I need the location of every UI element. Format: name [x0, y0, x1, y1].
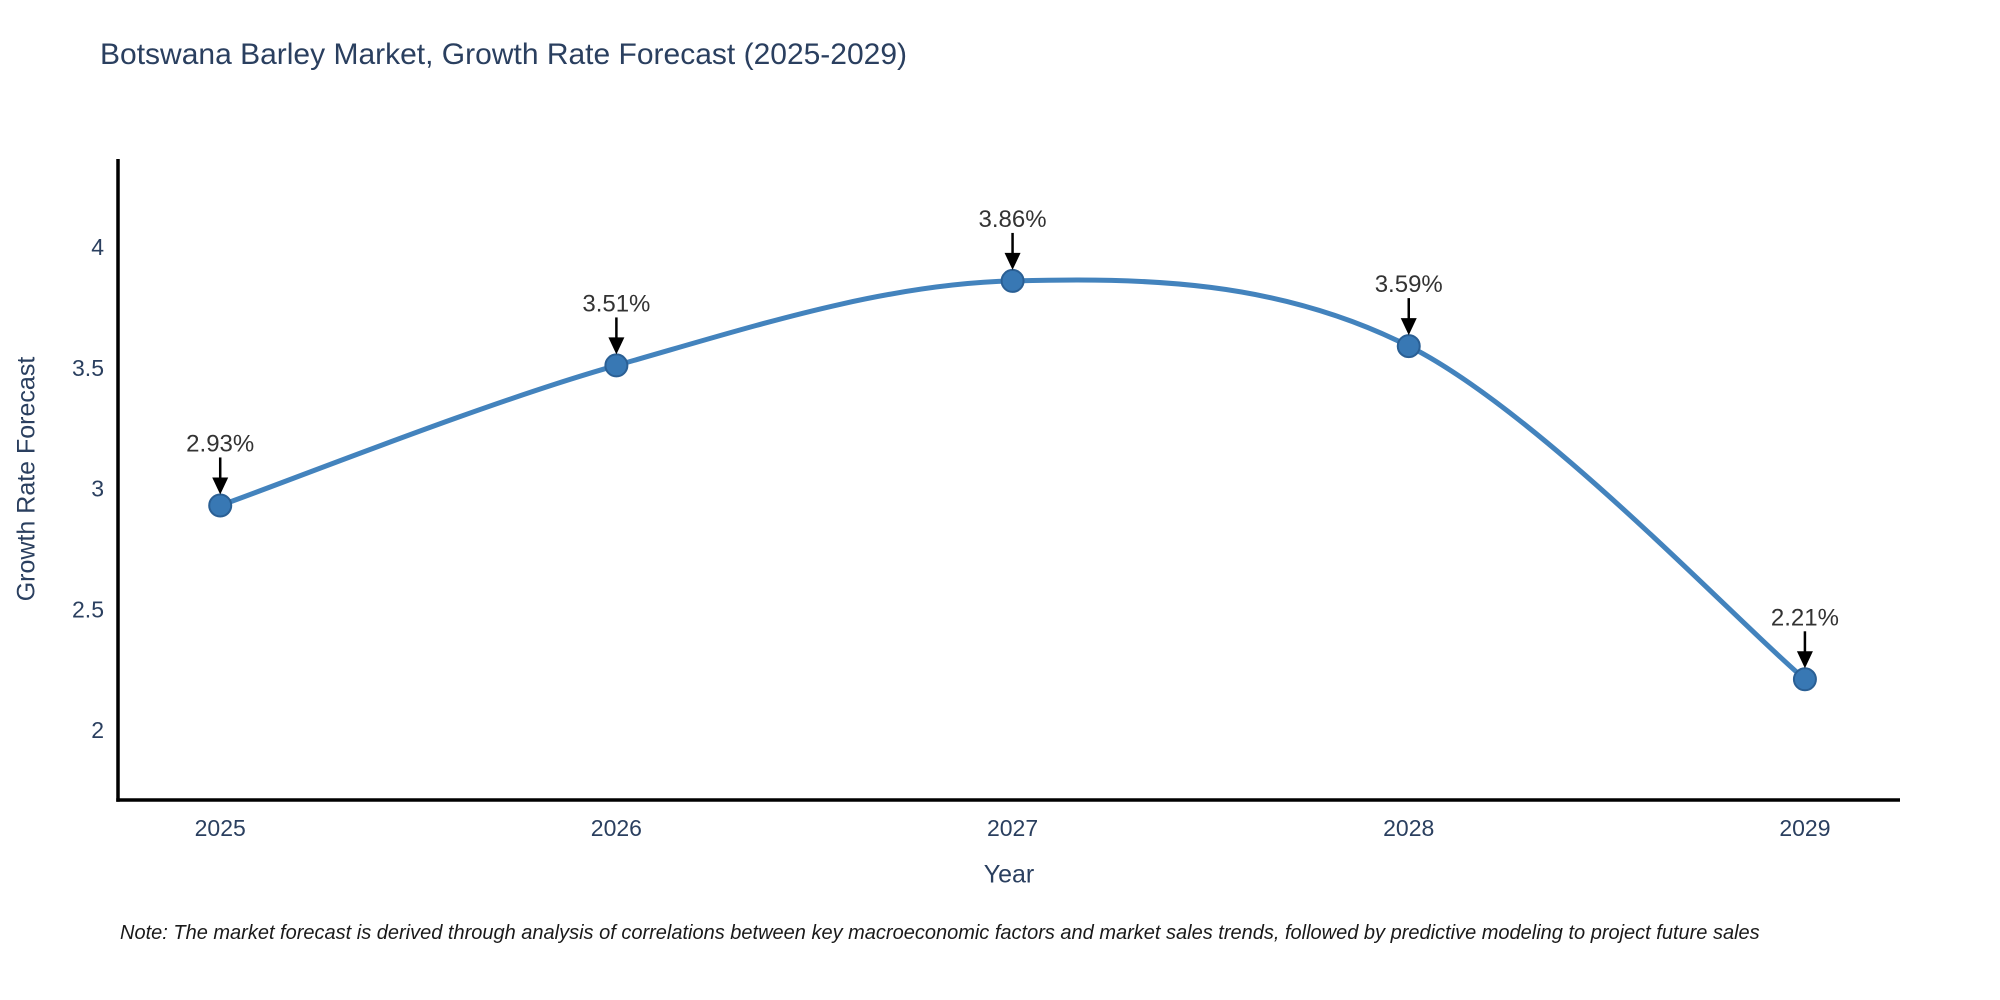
annotation-arrowhead-icon [1796, 651, 1813, 669]
x-tick-label: 2027 [987, 815, 1038, 841]
data-point-marker [208, 493, 233, 518]
data-point-marker [1792, 667, 1817, 692]
annotation-label: 2.93% [186, 430, 254, 457]
annotation-arrowhead-icon [1400, 318, 1417, 336]
x-tick-label: 2028 [1383, 815, 1434, 841]
x-tick-label: 2025 [195, 815, 246, 841]
annotation-arrowhead-icon [212, 477, 229, 495]
chart-title: Botswana Barley Market, Growth Rate Fore… [100, 38, 908, 71]
annotation-label: 3.51% [582, 290, 650, 317]
data-point-marker [1396, 334, 1421, 359]
x-tick-label: 2026 [591, 815, 642, 841]
data-point-marker [604, 353, 629, 378]
footnote: Note: The market forecast is derived thr… [120, 922, 1760, 944]
x-tick-label: 2029 [1779, 815, 1830, 841]
annotation-arrowhead-icon [1004, 252, 1021, 270]
y-tick-label: 3 [91, 476, 104, 502]
annotation-label: 2.21% [1771, 604, 1839, 631]
annotation-label: 3.86% [979, 206, 1047, 233]
x-axis-title: Year [983, 860, 1035, 889]
annotation-arrowhead-icon [608, 337, 625, 355]
trend-line [217, 277, 1808, 682]
y-tick-label: 3.5 [72, 355, 104, 381]
y-tick-label: 2.5 [72, 596, 104, 622]
y-tick-label: 4 [91, 234, 104, 260]
data-point-marker [1000, 268, 1025, 293]
y-tick-label: 2 [91, 717, 104, 743]
annotation-label: 3.59% [1375, 271, 1443, 298]
